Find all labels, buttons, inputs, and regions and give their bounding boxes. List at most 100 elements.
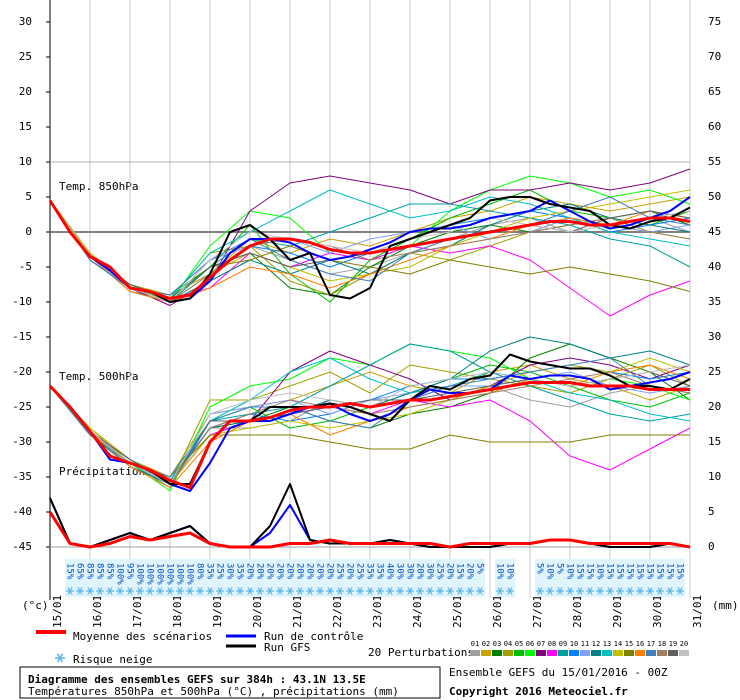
series-line xyxy=(49,168,691,306)
snow-icon xyxy=(466,587,474,595)
snow-icon-stroke xyxy=(647,587,653,595)
snow-label: 10% xyxy=(545,563,555,580)
legend-swatch xyxy=(668,650,678,656)
snow-icon-stroke xyxy=(317,587,323,595)
snow-band xyxy=(575,559,585,597)
y-tick-label: 15 xyxy=(19,120,32,133)
snow-icon xyxy=(266,587,274,595)
snow-icon-stroke xyxy=(187,587,193,595)
legend-swatch xyxy=(536,650,546,656)
snow-icon xyxy=(366,587,374,595)
snow-band xyxy=(595,559,605,597)
y2-tick-label: 35 xyxy=(708,295,721,308)
snow-band xyxy=(235,559,245,597)
snow-icon xyxy=(536,587,544,595)
x-tick-label: 17/01 xyxy=(131,595,144,628)
legend-number: 07 xyxy=(537,640,545,648)
y2-tick-label: 70 xyxy=(708,50,721,63)
snow-label: 15% xyxy=(615,563,625,580)
snow-icon xyxy=(436,587,444,595)
y-tick-label: 0 xyxy=(25,225,32,238)
snow-label: 5% xyxy=(535,563,545,574)
snow-icon-stroke xyxy=(427,587,433,595)
legend-snow-icon xyxy=(55,653,65,663)
y-tick-label: -20 xyxy=(12,365,32,378)
snow-band xyxy=(425,559,435,597)
snow-band xyxy=(85,559,95,597)
snow-icon xyxy=(476,587,484,595)
snow-band xyxy=(155,559,165,597)
snow-label: 100% xyxy=(185,563,195,585)
snow-band xyxy=(405,559,415,597)
legend-number: 03 xyxy=(493,640,501,648)
snow-icon-stroke xyxy=(247,587,253,595)
snow-icon xyxy=(246,587,254,595)
snow-icon xyxy=(356,587,364,595)
snow-label: 20% xyxy=(245,563,255,580)
legend-number: 06 xyxy=(526,640,534,648)
snow-label: 15% xyxy=(665,563,675,580)
x-tick-label: 20/01 xyxy=(251,595,264,628)
snow-label: 30% xyxy=(225,563,235,580)
snow-icon-stroke xyxy=(397,587,403,595)
y2-tick-label: 10 xyxy=(708,470,721,483)
snow-icon-stroke xyxy=(627,587,633,595)
snow-icon-stroke xyxy=(67,587,73,595)
x-tick-label: 30/01 xyxy=(651,595,664,628)
snow-icon-stroke xyxy=(337,587,343,595)
y2-axis-label: (mm) xyxy=(712,599,739,612)
legend-number: 11 xyxy=(581,640,589,648)
chart-subtitle: Températures 850hPa et 500hPa (°C) , pré… xyxy=(28,685,399,698)
snow-band xyxy=(465,559,475,597)
legend-swatch xyxy=(602,650,612,656)
snow-label: 40% xyxy=(385,563,395,580)
snow-label: 20% xyxy=(445,563,455,580)
snow-icon-stroke xyxy=(157,587,163,595)
snow-band xyxy=(275,559,285,597)
snow-band xyxy=(225,559,235,597)
y-tick-label: -5 xyxy=(19,260,32,273)
snow-icon xyxy=(186,587,194,595)
legend-number: 10 xyxy=(570,640,578,648)
snow-band xyxy=(265,559,275,597)
snow-band xyxy=(475,559,485,597)
legend-number: 08 xyxy=(548,640,556,648)
snow-icon xyxy=(316,587,324,595)
snow-band xyxy=(175,559,185,597)
snow-label: 15% xyxy=(455,563,465,580)
snow-icon-stroke xyxy=(307,587,313,595)
legend-number: 13 xyxy=(603,640,611,648)
chart-title: Diagramme des ensembles GEFS sur 384h : … xyxy=(28,673,366,686)
snow-band xyxy=(555,559,565,597)
legend-number: 12 xyxy=(592,640,600,648)
snow-icon xyxy=(636,587,644,595)
snow-icon xyxy=(456,587,464,595)
snow-icon xyxy=(556,587,564,595)
snow-icon xyxy=(66,587,74,595)
y2-tick-label: 60 xyxy=(708,120,721,133)
y2-tick-label: 25 xyxy=(708,365,721,378)
x-tick-label: 18/01 xyxy=(171,595,184,628)
y2-tick-label: 75 xyxy=(708,15,721,28)
snow-label: 20% xyxy=(315,563,325,580)
series-line xyxy=(48,199,691,300)
snow-icon xyxy=(156,587,164,595)
snow-icon-stroke xyxy=(227,587,233,595)
snow-label: 5% xyxy=(555,563,565,574)
snow-label: 15% xyxy=(605,563,615,580)
legend-number: 16 xyxy=(636,640,644,648)
snow-band xyxy=(165,559,175,597)
snow-label: 100% xyxy=(175,563,185,585)
y-tick-label: 25 xyxy=(19,50,32,63)
snow-label: 10% xyxy=(495,563,505,580)
snow-icon xyxy=(256,587,264,595)
snow-label: 20% xyxy=(415,563,425,580)
snow-icon-stroke xyxy=(507,587,513,595)
snow-label: 30% xyxy=(395,563,405,580)
snow-band xyxy=(135,559,145,597)
annotation: Temp. 500hPa xyxy=(59,370,138,383)
snow-band xyxy=(495,559,505,597)
snow-icon xyxy=(106,587,114,595)
snow-band xyxy=(245,559,255,597)
snow-icon xyxy=(416,587,424,595)
